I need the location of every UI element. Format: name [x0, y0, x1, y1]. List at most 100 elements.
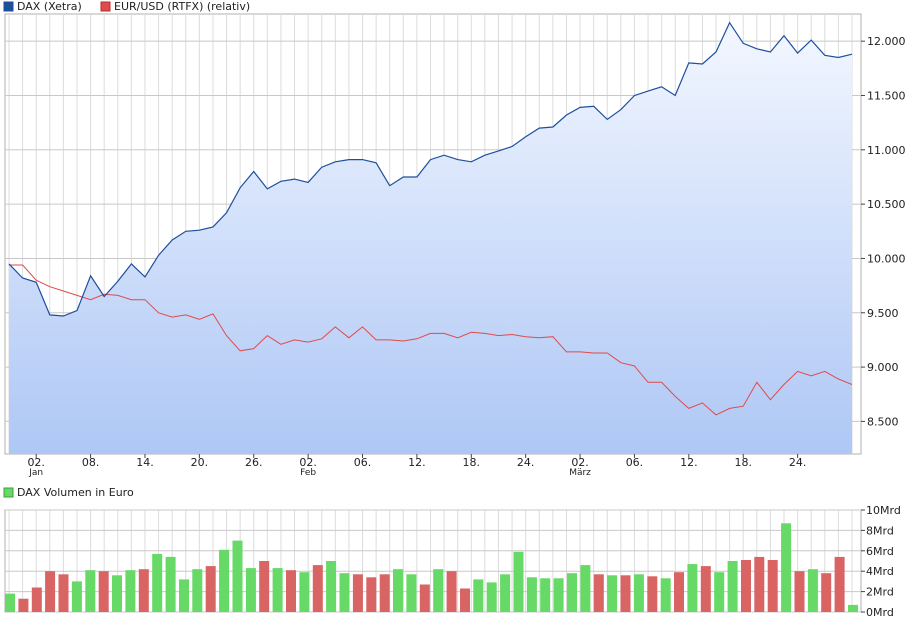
volume-bar	[567, 573, 577, 612]
volume-bar	[352, 574, 363, 612]
date-x-tick-label: 20.	[191, 456, 209, 469]
volume-bar	[714, 572, 725, 612]
volume-bar	[526, 577, 537, 612]
month-label: Jan	[28, 468, 43, 478]
volume-bar	[339, 573, 350, 612]
volume-bar	[593, 574, 604, 612]
legend-label-dax: DAX (Xetra)	[17, 0, 82, 13]
volume-bar	[741, 560, 751, 612]
volume-bar	[125, 570, 136, 612]
date-x-tick-label: 08.	[82, 456, 100, 469]
volume-bar	[5, 593, 15, 612]
volume-bar	[473, 579, 484, 612]
volume-bar	[232, 540, 243, 612]
volume-bar	[540, 578, 551, 612]
volume-bar	[781, 523, 792, 612]
volume-bar	[98, 571, 109, 612]
volume-bar	[138, 569, 149, 612]
price-y-tick-label: 11.500	[867, 89, 906, 102]
month-label: Feb	[300, 468, 316, 478]
volume-bar	[272, 568, 283, 612]
date-x-tick-label: 18.	[463, 456, 481, 469]
volume-bar	[419, 584, 430, 612]
volume-bar	[700, 566, 711, 612]
volume-bar	[433, 569, 444, 612]
volume-bar	[18, 598, 29, 612]
volume-bar	[45, 571, 56, 612]
date-x-tick-label: 02.	[571, 456, 589, 469]
volume-bar	[513, 551, 524, 612]
legend-label-eurusd: EUR/USD (RTFX) (relativ)	[114, 0, 250, 13]
price-y-tick-label: 10.500	[867, 198, 906, 211]
date-x-tick-label: 06.	[354, 456, 372, 469]
month-label: März	[569, 468, 591, 478]
dax-area-fill	[9, 22, 852, 454]
volume-bar	[486, 582, 497, 612]
volume-bar	[326, 561, 337, 612]
volume-y-tick-label: 6Mrd	[866, 545, 894, 558]
volume-panel: 0Mrd 2Mrd 4Mrd 6Mrd 8Mrd 10Mrd	[4, 504, 901, 619]
volume-bar	[192, 569, 203, 612]
volume-bar	[807, 569, 818, 612]
volume-bar	[620, 575, 631, 612]
volume-bar	[767, 560, 778, 612]
volume-bar	[112, 575, 122, 612]
price-y-axis: 8.500 9.000 9.500 10.000 10.500 11.000 11.500 1…	[861, 35, 906, 428]
date-x-tick-label: 12.	[408, 456, 426, 469]
volume-bar	[580, 565, 591, 612]
volume-bar	[299, 572, 310, 612]
price-y-tick-label: 11.000	[867, 144, 906, 157]
volume-bar	[500, 574, 511, 612]
volume-bar	[58, 574, 69, 612]
volume-bar	[687, 564, 698, 612]
volume-bar	[446, 571, 457, 612]
price-legend: DAX (Xetra) EUR/USD (RTFX) (relativ)	[3, 0, 250, 13]
volume-bar	[794, 571, 805, 612]
dax-series-line	[8, 21, 853, 317]
volume-bar	[312, 565, 323, 612]
volume-bar	[848, 604, 858, 612]
volume-y-tick-label: 10Mrd	[866, 504, 901, 517]
volume-bar	[31, 587, 42, 612]
date-x-tick-label: 18.	[734, 456, 752, 469]
date-x-tick-label: 02.	[27, 456, 45, 469]
volume-bar	[286, 570, 296, 612]
price-y-tick-label: 10.000	[867, 252, 906, 265]
volume-bar	[152, 553, 163, 612]
date-x-tick-label: 02.	[299, 456, 317, 469]
price-panel: 8.500 9.000 9.500 10.000 10.500 11.000 11.500 1…	[4, 13, 906, 478]
price-y-tick-label: 8.500	[867, 415, 899, 428]
price-y-tick-label: 9.000	[867, 361, 899, 374]
date-x-tick-label: 14.	[136, 456, 154, 469]
volume-bar	[406, 574, 417, 612]
volume-bar	[660, 578, 671, 612]
volume-bar	[219, 549, 230, 612]
volume-bar	[633, 574, 644, 612]
volume-y-tick-label: 2Mrd	[866, 586, 894, 599]
volume-bar	[393, 569, 403, 612]
volume-y-tick-label: 0Mrd	[866, 606, 894, 619]
date-x-tick-label: 24.	[789, 456, 807, 469]
volume-bar	[245, 568, 256, 612]
volume-bar	[85, 570, 96, 612]
eurusd-series-line	[9, 264, 853, 416]
volume-y-axis: 0Mrd 2Mrd 4Mrd 6Mrd 8Mrd 10Mrd	[861, 504, 901, 619]
volume-bar	[205, 566, 216, 612]
volume-bar	[165, 556, 176, 612]
volume-bar	[366, 577, 377, 612]
legend-label-volume: DAX Volumen in Euro	[17, 486, 134, 499]
legend-swatch-dax	[3, 1, 14, 12]
volume-bar	[647, 576, 658, 612]
volume-bar	[71, 581, 82, 612]
volume-bar	[607, 575, 618, 612]
date-x-tick-label: 06.	[626, 456, 644, 469]
volume-bars	[5, 523, 858, 612]
volume-bar	[821, 573, 832, 612]
volume-bar	[379, 574, 390, 612]
volume-bar	[259, 561, 270, 612]
volume-bar	[179, 579, 189, 612]
date-x-tick-label: 24.	[517, 456, 535, 469]
date-x-tick-label: 26.	[245, 456, 263, 469]
